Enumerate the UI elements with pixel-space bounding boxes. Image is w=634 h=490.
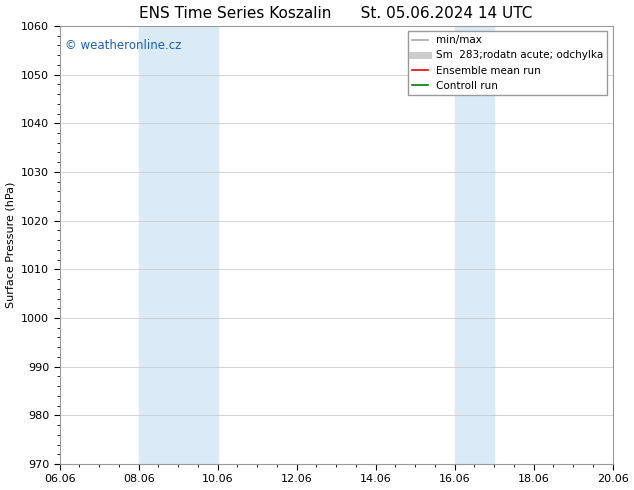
Bar bbox=[455, 26, 494, 464]
Bar bbox=[139, 26, 217, 464]
Y-axis label: Surface Pressure (hPa): Surface Pressure (hPa) bbox=[6, 182, 16, 308]
Legend: min/max, Sm  283;rodatn acute; odchylka, Ensemble mean run, Controll run: min/max, Sm 283;rodatn acute; odchylka, … bbox=[408, 31, 607, 95]
Title: ENS Time Series Koszalin      St. 05.06.2024 14 UTC: ENS Time Series Koszalin St. 05.06.2024 … bbox=[139, 5, 533, 21]
Text: © weatheronline.cz: © weatheronline.cz bbox=[65, 39, 181, 52]
